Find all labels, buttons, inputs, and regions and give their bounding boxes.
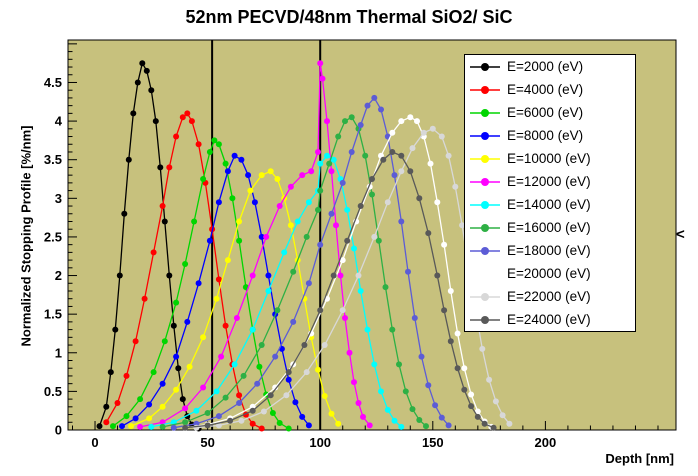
legend-marker-sample xyxy=(470,315,500,324)
y-tick-label: 4.5 xyxy=(44,75,62,90)
series-E18000 xyxy=(170,94,452,431)
legend-entry: E=12000 (eV) xyxy=(465,170,635,193)
x-tick-label: 0 xyxy=(91,435,98,450)
series-E6000 xyxy=(110,137,292,432)
legend-entry: E=4000 (eV) xyxy=(465,78,635,101)
chart-title: 52nm PECVD/48nm Thermal SiO2/ SiC xyxy=(185,7,513,27)
legend-label: E=12000 (eV) xyxy=(507,174,591,189)
legend-entry: E=8000 (eV) xyxy=(465,124,635,147)
legend-entry: E=10000 (eV) xyxy=(465,147,635,170)
legend-marker-sample xyxy=(470,131,500,140)
x-axis-title: Depth [nm] xyxy=(605,451,674,466)
legend-entry: E=6000 (eV) xyxy=(465,101,635,124)
legend-entry: E=22000 (eV) xyxy=(465,285,635,308)
y-tick-label: 1.5 xyxy=(44,307,62,322)
x-tick-label: 100 xyxy=(309,435,331,450)
legend-marker-sample xyxy=(470,269,500,278)
legend-label: E=10000 (eV) xyxy=(507,151,591,166)
series-E20000 xyxy=(182,114,495,431)
x-tick-label: 150 xyxy=(422,435,444,450)
y-tick-label: 1 xyxy=(55,345,62,360)
x-tick-label: 200 xyxy=(535,435,557,450)
legend-entry: E=16000 (eV) xyxy=(465,216,635,239)
legend-marker-sample xyxy=(470,62,500,71)
y-tick-label: 0 xyxy=(55,423,62,438)
y-tick-label: 3 xyxy=(55,191,62,206)
legend-entry: E=2000 (eV) xyxy=(465,55,635,78)
y-tick-label: 3.5 xyxy=(44,152,62,167)
legend-marker-sample xyxy=(470,177,500,186)
legend-label: E=16000 (eV) xyxy=(507,220,591,235)
series-E12000 xyxy=(137,60,373,430)
legend-marker-sample xyxy=(470,292,500,301)
legend: E=2000 (eV) E=4000 (eV) E=6000 (eV) E=8000 … xyxy=(464,54,636,332)
legend-marker-sample xyxy=(470,85,500,94)
legend-label: E=2000 (eV) xyxy=(507,59,584,74)
legend-label: E=24000 (eV) xyxy=(507,312,591,327)
legend-entry: E=24000 (eV) xyxy=(465,308,635,331)
y-tick-label: 2.5 xyxy=(44,229,62,244)
legend-entry: E=20000 (eV) xyxy=(465,262,635,285)
series-E2000 xyxy=(96,60,202,432)
legend-marker-sample xyxy=(470,108,500,117)
legend-entry: E=14000 (eV) xyxy=(465,193,635,216)
legend-label: E=6000 (eV) xyxy=(507,105,584,120)
legend-label: E=14000 (eV) xyxy=(507,197,591,212)
legend-entry: E=18000 (eV) xyxy=(465,239,635,262)
legend-label: E=20000 (eV) xyxy=(507,266,591,281)
legend-label: E=4000 (eV) xyxy=(507,82,584,97)
series-E24000 xyxy=(182,149,497,431)
legend-label: E=22000 (eV) xyxy=(507,289,591,304)
legend-label: E=8000 (eV) xyxy=(507,128,584,143)
y-tick-label: 0.5 xyxy=(44,384,62,399)
y-axis-title: Normalized Stopping Profile [%/nm] xyxy=(18,125,34,347)
series-E16000 xyxy=(159,114,429,430)
y-tick-label: 4 xyxy=(55,114,63,129)
x-tick-label: 50 xyxy=(200,435,214,450)
y-tick-label: 2 xyxy=(55,268,62,283)
legend-marker-sample xyxy=(470,200,500,209)
side-chevron-icon[interactable]: < xyxy=(676,226,685,243)
legend-marker-sample xyxy=(470,246,500,255)
legend-label: E=18000 (eV) xyxy=(507,243,591,258)
legend-marker-sample xyxy=(470,223,500,232)
legend-marker-sample xyxy=(470,154,500,163)
